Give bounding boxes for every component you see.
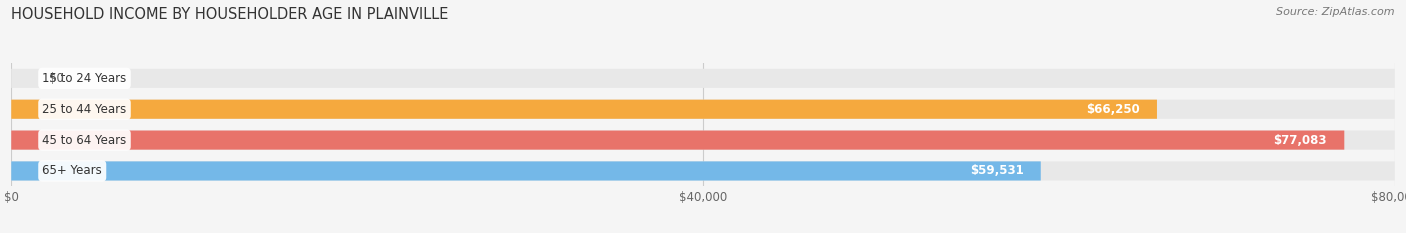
FancyBboxPatch shape: [11, 100, 1157, 119]
Text: HOUSEHOLD INCOME BY HOUSEHOLDER AGE IN PLAINVILLE: HOUSEHOLD INCOME BY HOUSEHOLDER AGE IN P…: [11, 7, 449, 22]
FancyBboxPatch shape: [11, 69, 1395, 88]
Text: $0: $0: [49, 72, 65, 85]
FancyBboxPatch shape: [11, 100, 1395, 119]
Text: $77,083: $77,083: [1274, 134, 1327, 147]
Text: $59,531: $59,531: [970, 164, 1024, 178]
Text: 65+ Years: 65+ Years: [42, 164, 103, 178]
Text: 25 to 44 Years: 25 to 44 Years: [42, 103, 127, 116]
Text: 15 to 24 Years: 15 to 24 Years: [42, 72, 127, 85]
FancyBboxPatch shape: [11, 130, 1395, 150]
Text: 45 to 64 Years: 45 to 64 Years: [42, 134, 127, 147]
FancyBboxPatch shape: [11, 130, 1344, 150]
Text: Source: ZipAtlas.com: Source: ZipAtlas.com: [1277, 7, 1395, 17]
FancyBboxPatch shape: [11, 161, 1040, 181]
FancyBboxPatch shape: [11, 161, 1395, 181]
Text: $66,250: $66,250: [1085, 103, 1140, 116]
